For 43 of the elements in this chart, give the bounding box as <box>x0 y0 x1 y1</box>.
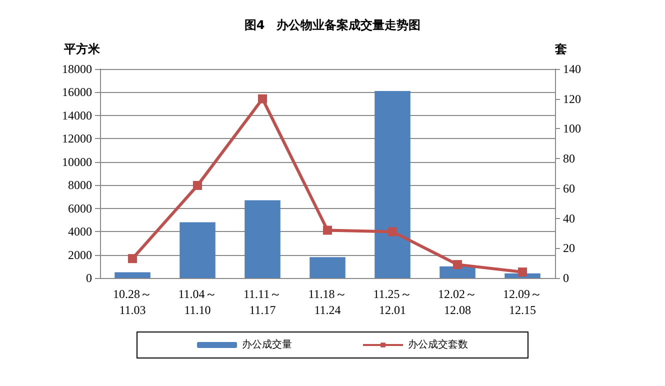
x-tick-label: 11.18～ 11.24 <box>308 287 347 317</box>
x-tick-label: 11.04～ 11.10 <box>178 287 217 317</box>
point <box>193 180 202 190</box>
x-tick-label: 12.02～ 12.08 <box>438 287 477 317</box>
y2-tick-label: 100 <box>563 122 581 136</box>
bar <box>310 257 346 278</box>
bar <box>180 222 216 278</box>
y2-tick-label: 80 <box>563 152 575 166</box>
x-tick-label: 12.09～ 12.15 <box>503 287 542 317</box>
y2-axis-title: 套 <box>554 42 567 56</box>
y2-tick-label: 120 <box>563 92 581 106</box>
y-tick-label: 10000 <box>62 154 92 169</box>
y-tick-label: 8000 <box>68 178 92 192</box>
y-tick-label: 18000 <box>62 62 92 76</box>
x-tick-label: 10.28～ 11.03 <box>113 287 152 317</box>
y2-tick-label: 60 <box>563 181 575 196</box>
y2-tick-label: 140 <box>563 62 581 76</box>
y-tick-label: 0 <box>86 271 92 285</box>
legend-label: 办公成交量 <box>242 338 292 350</box>
legend-label: 办公成交套数 <box>408 338 468 350</box>
point <box>388 227 397 236</box>
y-tick-label: 14000 <box>62 108 92 122</box>
bar <box>114 272 150 278</box>
point <box>323 226 332 235</box>
y-axis-title: 平方米 <box>63 42 101 56</box>
y-tick-label: 12000 <box>62 132 92 146</box>
point <box>453 260 462 270</box>
bar <box>244 200 280 278</box>
point <box>518 268 527 277</box>
y2-tick-label: 0 <box>563 271 569 285</box>
y-tick-label: 16000 <box>62 85 92 100</box>
y-tick-label: 4000 <box>68 224 92 239</box>
y2-tick-label: 40 <box>563 211 575 226</box>
x-tick-label: 11.25～ 12.01 <box>373 287 412 317</box>
chart-title: 图4 办公物业备案成交量走势图 <box>244 18 421 32</box>
y-tick-label: 6000 <box>68 201 92 216</box>
y2-tick-label: 20 <box>563 241 575 256</box>
bar <box>440 266 476 278</box>
point <box>128 254 137 264</box>
point <box>258 94 267 104</box>
bar <box>374 91 410 278</box>
y-tick-label: 2000 <box>68 248 92 262</box>
x-tick-label: 11.11～ 11.17 <box>243 287 282 317</box>
